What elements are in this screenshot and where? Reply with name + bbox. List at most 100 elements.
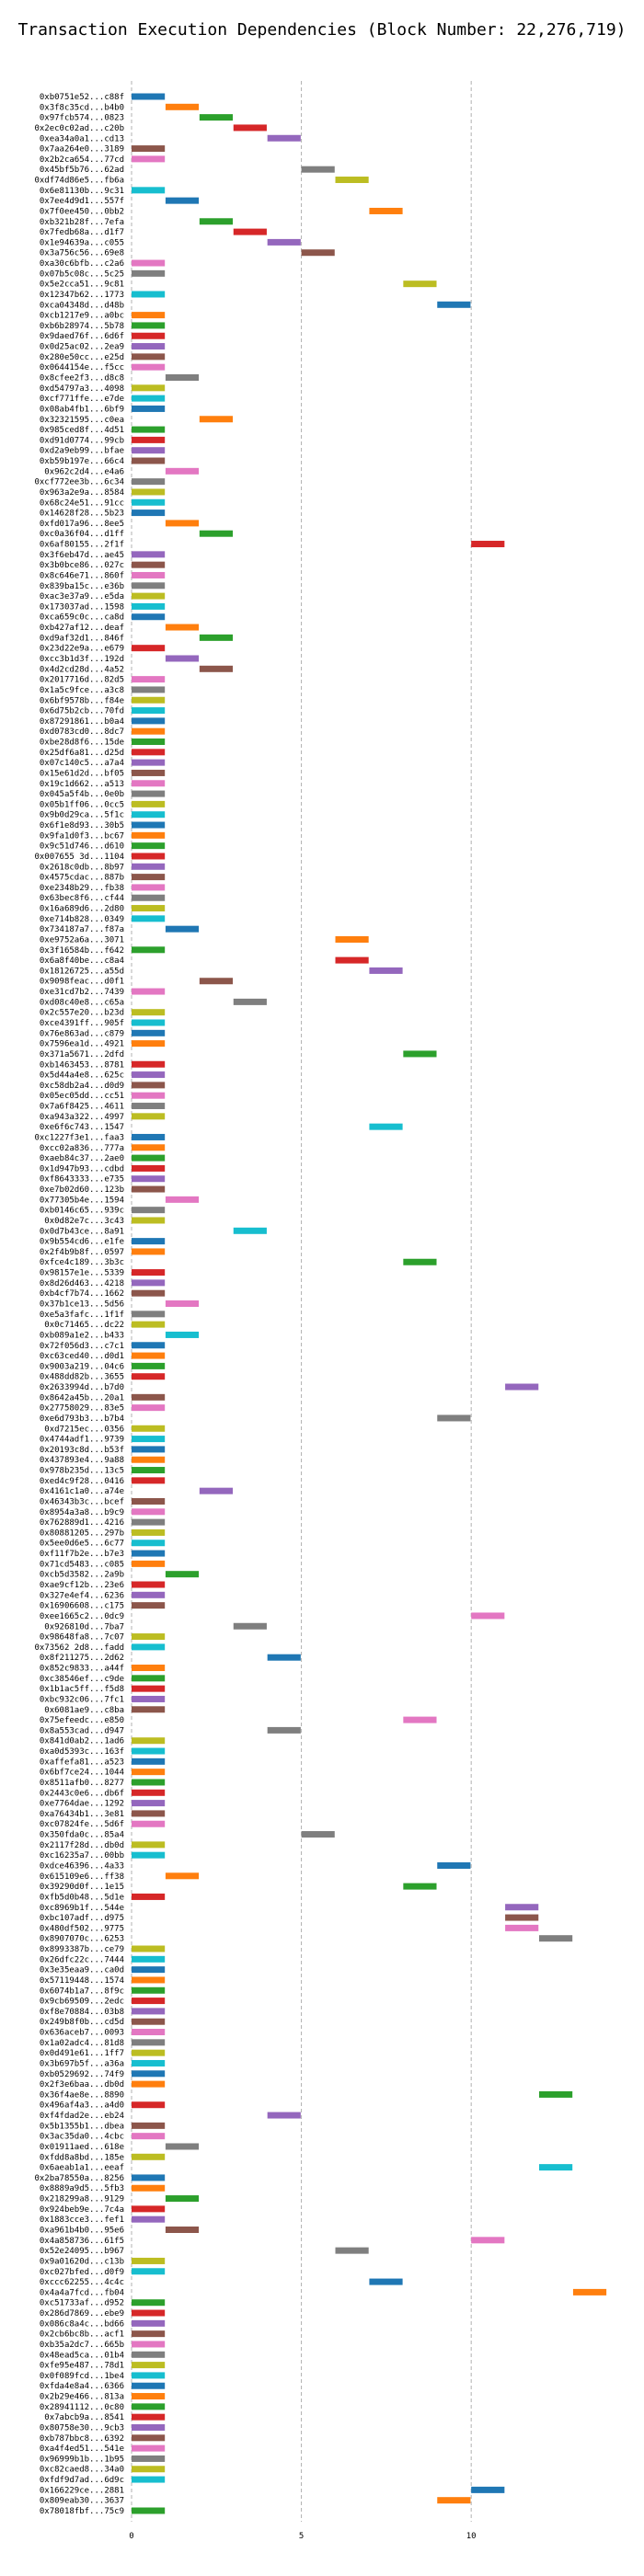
transaction-hash-label: 0x05ec05dd...cc51 xyxy=(40,1092,124,1101)
transaction-hash-label: 0xe6f6c743...1547 xyxy=(40,1123,124,1132)
execution-bar xyxy=(132,1393,166,1401)
execution-bar xyxy=(335,956,369,964)
transaction-hash-label: 0xd2a9eb99...bfae xyxy=(40,447,124,456)
execution-bar xyxy=(132,1550,166,1557)
x-tick-label: 0 xyxy=(129,2532,133,2541)
transaction-hash-label: 0xc0a36f04...d1ff xyxy=(40,530,124,539)
transaction-hash-label: 0xd54797a3...4098 xyxy=(40,384,124,394)
transaction-hash-label: 0x7aa264e0...3189 xyxy=(40,145,124,155)
transaction-hash-label: 0x734187a7...f87a xyxy=(40,925,124,934)
transaction-hash-label: 0x327e4ef4...6236 xyxy=(40,1591,124,1600)
execution-bar xyxy=(132,571,166,578)
transaction-hash-label: 0x978b235d...13c5 xyxy=(40,1467,124,1476)
execution-bar xyxy=(132,1082,166,1089)
execution-bar xyxy=(132,1497,166,1505)
transaction-hash-label: 0x1e94639a...c055 xyxy=(40,238,124,247)
transaction-hash-label: 0xe714b828...0349 xyxy=(40,915,124,924)
transaction-hash-label: 0xa961b4b0...95e6 xyxy=(40,2227,124,2236)
transaction-hash-label: 0x2ba78550a...8256 xyxy=(34,2174,124,2183)
transaction-hash-label: 0xbe28d8f6...15de xyxy=(40,738,124,748)
transaction-hash-label: 0x173037ad...1598 xyxy=(40,602,124,612)
execution-bar xyxy=(132,1966,166,1974)
transaction-hash-label: 0x8cfee2f3...d8c8 xyxy=(40,373,124,383)
transaction-hash-label: 0x2117f28d...db0d xyxy=(40,1841,124,1850)
transaction-hash-label: 0x2c557e20...b23d xyxy=(40,1009,124,1018)
transaction-hash-label: 0xea34a0a1...cd13 xyxy=(40,134,124,143)
transaction-hash-label: 0x437893e4...9a88 xyxy=(40,1456,124,1465)
transaction-hash-label: 0x36f4ae8e...8890 xyxy=(40,2090,124,2100)
execution-bar xyxy=(132,2059,166,2067)
execution-bar xyxy=(132,2268,166,2275)
transaction-hash-label: 0x286d7869...ebe9 xyxy=(40,2309,124,2318)
transaction-hash-label: 0x6f1e8d93...30b5 xyxy=(40,821,124,830)
transaction-hash-label: 0x496af4a3...a4d0 xyxy=(40,2101,124,2111)
execution-bar xyxy=(132,1508,166,1516)
transaction-hash-label: 0x8993387b...ce79 xyxy=(40,1945,124,1954)
execution-bar xyxy=(132,2049,166,2056)
execution-bar xyxy=(132,488,166,496)
execution-bar xyxy=(505,1914,539,1921)
execution-bar xyxy=(132,1154,166,1162)
transaction-hash-label: 0x1b1ac5ff...f5d8 xyxy=(40,1685,124,1694)
transaction-hash-label: 0x1a5c9fce...a3c8 xyxy=(40,686,124,695)
execution-bar xyxy=(132,707,166,715)
transaction-hash-label: 0x6bf9578b...f84e xyxy=(40,696,124,705)
transaction-hash-label: 0xcb1217e9...a0bc xyxy=(40,312,124,321)
execution-bar xyxy=(132,2362,166,2369)
execution-bar xyxy=(132,1289,166,1297)
transaction-hash-label: 0xc38546ef...c9de xyxy=(40,1675,124,1684)
transaction-hash-label: 0x5ee0d6e5...6c77 xyxy=(40,1540,124,1549)
transaction-hash-label: 0x0d491e61...1ff7 xyxy=(40,2049,124,2058)
execution-bar xyxy=(132,717,166,725)
transaction-hash-label: 0xa76434b1...3e81 xyxy=(40,1810,124,1819)
execution-bar xyxy=(132,1436,166,1443)
execution-bar xyxy=(233,1227,267,1234)
transaction-hash-label: 0xd0783cd0...8dc7 xyxy=(40,727,124,737)
transaction-hash-label: 0x9b0d29ca...5f1c xyxy=(40,811,124,820)
execution-bar xyxy=(132,1643,166,1651)
execution-bar xyxy=(471,2486,505,2493)
execution-bar xyxy=(132,696,166,704)
transaction-hash-label: 0x98157e1e...5339 xyxy=(40,1269,124,1278)
execution-bar xyxy=(132,1164,166,1172)
transaction-hash-label: 0xc58db2a4...d0d9 xyxy=(40,1082,124,1091)
execution-bar xyxy=(132,2319,166,2327)
transaction-hash-label: 0x280e50cc...e25d xyxy=(40,353,124,362)
transaction-hash-label: 0x9c51d746...d610 xyxy=(40,842,124,852)
transaction-hash-label: 0x2633994d...b7d0 xyxy=(40,1383,124,1392)
transaction-hash-label: 0xca659c0c...ca8d xyxy=(40,613,124,623)
execution-bar xyxy=(471,2237,505,2244)
execution-bar xyxy=(403,1716,437,1723)
execution-bar xyxy=(132,1009,166,1016)
transaction-hash-label: 0xee1665c2...0dc9 xyxy=(40,1612,124,1621)
transaction-hash-label: 0x4161c1a0...a74e xyxy=(40,1487,124,1496)
execution-bar xyxy=(132,1841,166,1849)
transaction-hash-label: 0x0d7b43ce...8a91 xyxy=(40,1227,124,1236)
execution-bar xyxy=(267,1654,301,1661)
transaction-hash-label: 0xa0d5393c...163f xyxy=(40,1747,124,1757)
execution-bar xyxy=(132,322,166,329)
transaction-hash-label: 0xb089a1e2...b433 xyxy=(40,1331,124,1340)
execution-bar xyxy=(233,1622,267,1630)
transaction-hash-label: 0xfe95e487...78d1 xyxy=(40,2362,124,2371)
execution-bar xyxy=(132,426,166,433)
transaction-hash-label: 0xb6b28974...5b78 xyxy=(40,322,124,331)
transaction-hash-label: 0x78018fbf...75c9 xyxy=(40,2507,124,2516)
transaction-hash-label: 0x488dd82b...3655 xyxy=(40,1373,124,1382)
transaction-hash-label: 0x71cd5483...c085 xyxy=(40,1560,124,1569)
execution-bar xyxy=(403,280,437,288)
transaction-hash-label: 0xcf771ffe...e7de xyxy=(40,395,124,404)
execution-bar xyxy=(132,842,166,850)
transaction-hash-label: 0x926810d...7ba7 xyxy=(44,1622,124,1631)
execution-bar xyxy=(132,1446,166,1453)
transaction-hash-label: 0x7ee4d9d1...557f xyxy=(40,197,124,206)
transaction-hash-label: 0x72f056d3...c7c1 xyxy=(40,1342,124,1351)
transaction-hash-label: 0x19c1d662...a513 xyxy=(40,780,124,789)
transaction-hash-label: 0xbc107adf...d975 xyxy=(40,1914,124,1923)
execution-bar xyxy=(132,1133,166,1140)
execution-bar xyxy=(132,1769,166,1776)
execution-bar xyxy=(132,2029,166,2036)
transaction-hash-label: 0x75efeedc...e850 xyxy=(40,1716,124,1725)
execution-bar xyxy=(132,1185,166,1193)
execution-bar xyxy=(132,1404,166,1412)
